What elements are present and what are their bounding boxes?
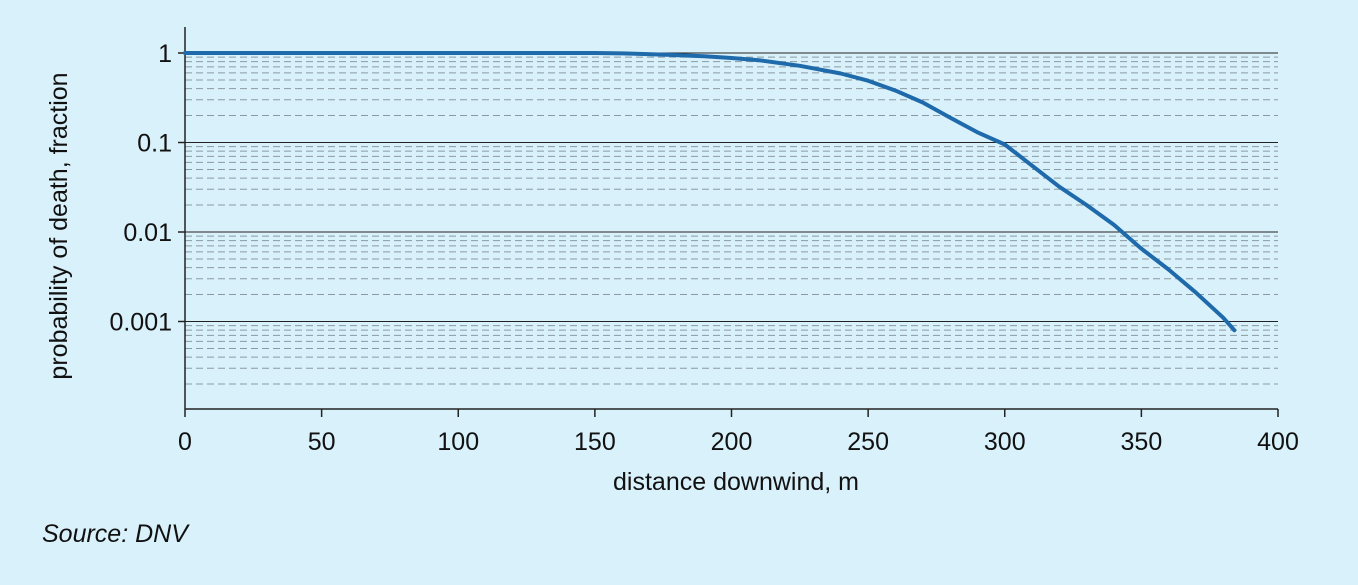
x-tick-label: 350 [1121,428,1163,456]
y-tick-label: 0.1 [137,130,172,158]
source-note: Source: DNV [42,520,188,548]
ticks [178,52,1279,417]
y-tick-label: 1 [158,40,172,68]
grid [185,52,1278,385]
y-tick-label: 0.01 [123,219,172,247]
series [183,51,1237,333]
x-tick-label: 200 [711,428,753,456]
y-tick-label: 0.001 [109,309,172,337]
series-line [183,51,1237,333]
x-axis-title: distance downwind, m [613,468,859,496]
x-tick-label: 50 [308,428,336,456]
x-tick-label: 0 [178,428,192,456]
tick-labels: 1 0.1 0.01 0.001 0 50 100 150 200 250 300 350 400 [109,40,1298,456]
x-tick-label: 300 [984,428,1026,456]
x-tick-label: 100 [437,428,479,456]
x-tick-label: 150 [574,428,616,456]
y-axis-title: probability of death, fraction [45,72,73,379]
x-tick-label: 400 [1257,428,1299,456]
x-tick-label: 250 [847,428,889,456]
